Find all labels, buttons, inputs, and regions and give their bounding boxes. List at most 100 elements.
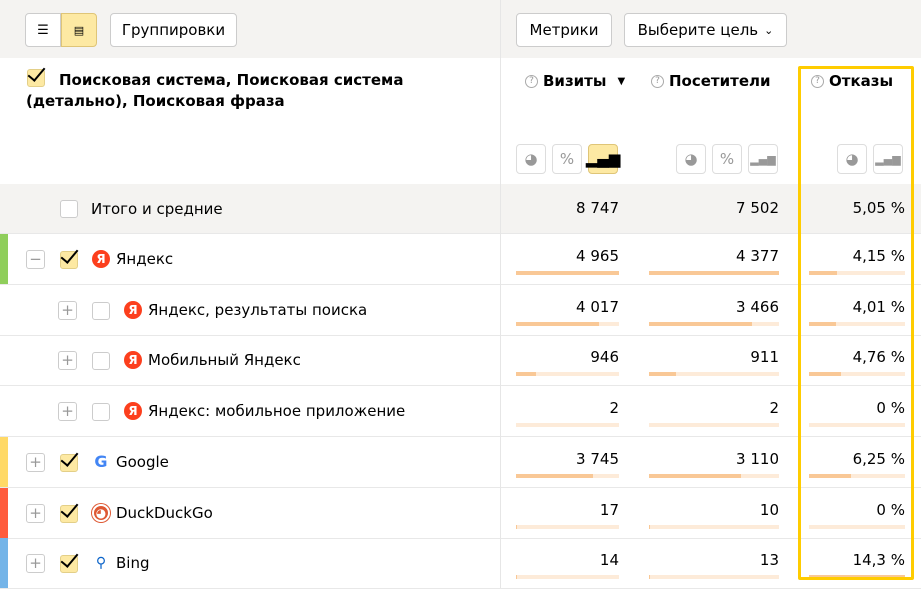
column-bounce[interactable]: ? Отказы (811, 72, 893, 90)
bounce-bar (809, 372, 905, 377)
row-bounce: 0 % (876, 500, 905, 519)
bars-button[interactable]: ▂▄▆ (748, 144, 778, 174)
column-divider (500, 184, 501, 588)
row-checkbox[interactable] (60, 251, 78, 269)
expand-button[interactable]: + (26, 554, 45, 574)
pie-chart-button[interactable]: ◕ (676, 144, 706, 174)
dimensions-checkbox[interactable] (27, 69, 45, 87)
yandex-icon: Я (92, 250, 110, 268)
yandex-icon: Я (124, 300, 142, 319)
expand-button[interactable]: + (58, 300, 77, 320)
row-visits: 3 745 (576, 449, 619, 468)
row-visits: 2 (609, 399, 619, 418)
help-icon[interactable]: ? (651, 74, 664, 88)
pie-chart-button[interactable]: ◕ (516, 144, 546, 174)
table-row[interactable]: − Я Яндекс 4 965 4 377 4,15 % (0, 234, 921, 285)
row-label[interactable]: Bing (116, 554, 150, 573)
expand-button[interactable]: + (58, 351, 77, 371)
duckduckgo-icon: ◕ (92, 503, 110, 522)
bounce-bar (809, 423, 905, 428)
pie-icon: ◕ (684, 150, 698, 168)
column-visits[interactable]: ? Визиты ▼ (525, 72, 625, 90)
row-checkbox[interactable] (60, 453, 78, 472)
row-bounce: 4,01 % (852, 297, 905, 316)
row-label[interactable]: Яндекс (116, 250, 174, 268)
table-row[interactable]: + Я Мобильный Яндекс 946 911 4,76 % (0, 335, 921, 387)
help-icon[interactable]: ? (525, 74, 538, 88)
sort-desc-icon: ▼ (617, 75, 626, 87)
table-row[interactable]: + Я Яндекс: мобильное приложение 2 2 0 % (0, 386, 921, 438)
bar-chart-icon: ▂▄▆ (875, 152, 901, 166)
collapse-button[interactable]: − (26, 250, 45, 269)
row-label[interactable]: Google (116, 452, 169, 471)
row-label[interactable]: DuckDuckGo (116, 503, 213, 522)
percent-icon: % (719, 150, 735, 168)
tree-view-button[interactable]: ▤ (61, 13, 97, 47)
row-visits: 17 (599, 500, 619, 519)
pie-chart-button[interactable]: ◕ (837, 144, 867, 174)
expand-button[interactable]: + (26, 503, 45, 523)
row-color-marker (0, 436, 8, 487)
row-visits: 4 017 (576, 297, 619, 316)
chevron-down-icon: ⌄ (764, 23, 774, 37)
visitors-bar (649, 575, 779, 580)
row-bounce: 0 % (876, 399, 905, 418)
column-visitors[interactable]: ? Посетители (651, 72, 771, 90)
visits-bar (516, 271, 619, 275)
expand-button[interactable]: + (58, 402, 77, 422)
row-color-marker (0, 487, 8, 538)
goal-select-label: Выберите цель (637, 21, 759, 39)
visitors-bar (649, 423, 779, 428)
visits-bar (516, 372, 619, 377)
row-visitors: 911 (750, 348, 779, 367)
percent-button[interactable]: % (712, 144, 742, 174)
metrics-button[interactable]: Метрики (516, 13, 612, 47)
expand-button[interactable]: + (26, 452, 45, 472)
visits-bar (516, 423, 619, 428)
pie-icon: ◕ (845, 150, 859, 168)
totals-checkbox[interactable] (60, 200, 78, 218)
row-label[interactable]: Мобильный Яндекс (148, 351, 301, 370)
row-checkbox[interactable] (92, 301, 110, 320)
row-visits: 946 (590, 348, 619, 367)
table-row[interactable]: + Я Яндекс, результаты поиска 4 017 3 466 4,0… (0, 285, 921, 336)
help-icon[interactable]: ? (811, 74, 824, 88)
bounce-bar (809, 321, 905, 326)
totals-label: Итого и средние (91, 200, 223, 218)
row-checkbox[interactable] (92, 403, 110, 422)
bounce-bar (809, 575, 905, 580)
google-icon: G (94, 452, 108, 472)
row-color-marker (0, 234, 8, 284)
visitors-bar (649, 473, 779, 478)
row-visits: 4 965 (576, 247, 619, 265)
visits-bar (516, 473, 619, 478)
visits-bar (516, 524, 619, 529)
row-label[interactable]: Яндекс: мобильное приложение (148, 402, 406, 421)
totals-visitors: 7 502 (736, 199, 779, 217)
groupings-button[interactable]: Группировки (110, 13, 237, 47)
visitors-bar (649, 524, 779, 529)
bar-chart-icon: ▂▄▆ (585, 150, 621, 168)
row-bounce: 6,25 % (852, 449, 905, 468)
row-checkbox[interactable] (60, 555, 78, 574)
yandex-icon: Я (124, 351, 142, 370)
table-row[interactable]: + ◕ DuckDuckGo 17 10 0 % (0, 487, 921, 539)
visitors-bar (649, 321, 779, 326)
table-row[interactable]: + G Google 3 745 3 110 6,25 % (0, 436, 921, 488)
table-row[interactable]: + ⚲ Bing 14 13 14,3 % (0, 538, 921, 589)
row-checkbox[interactable] (92, 352, 110, 371)
row-visitors: 2 (769, 399, 779, 418)
row-label[interactable]: Яндекс, результаты поиска (148, 300, 368, 319)
goal-select[interactable]: Выберите цель ⌄ (624, 13, 787, 47)
row-visitors: 3 110 (736, 449, 779, 468)
row-visitors: 13 (759, 551, 779, 570)
percent-icon: % (559, 150, 575, 168)
row-visits: 14 (599, 551, 619, 570)
bars-button[interactable]: ▂▄▆ (873, 144, 903, 174)
list-view-button[interactable]: ☰ (25, 13, 61, 47)
row-color-marker (0, 538, 8, 589)
percent-button[interactable]: % (552, 144, 582, 174)
row-visitors: 10 (759, 500, 779, 519)
bars-button[interactable]: ▂▄▆ (585, 144, 621, 174)
row-checkbox[interactable] (60, 504, 78, 523)
